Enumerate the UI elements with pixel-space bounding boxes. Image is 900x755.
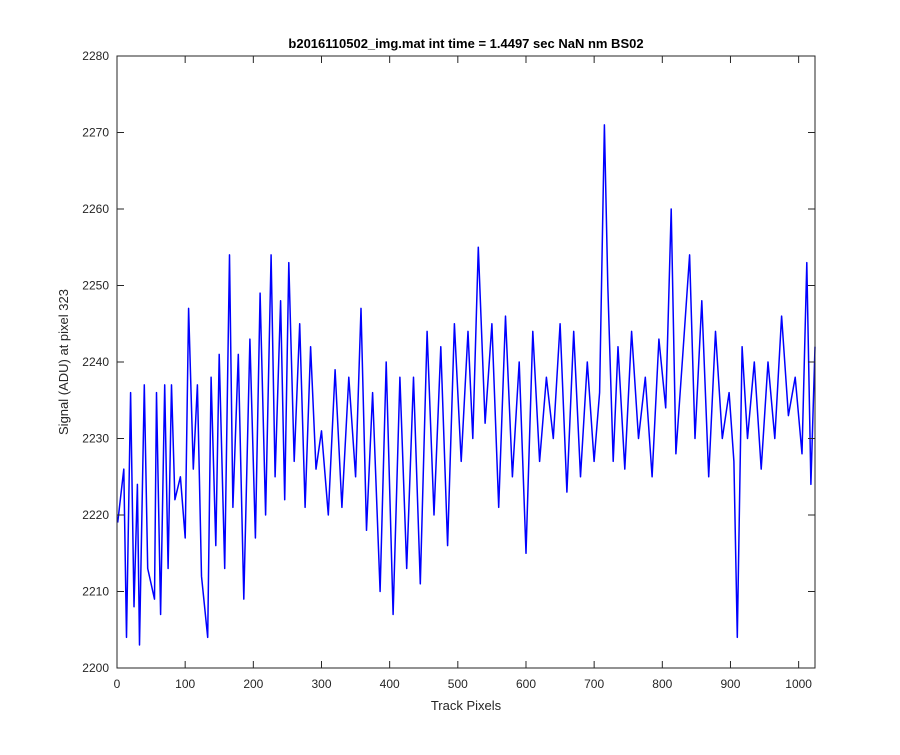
x-tick-label: 600 <box>516 677 536 691</box>
x-tick-label: 300 <box>311 677 331 691</box>
x-tick-label: 700 <box>584 677 604 691</box>
y-tick-label: 2280 <box>82 49 109 63</box>
y-tick-label: 2270 <box>82 126 109 140</box>
y-tick-label: 2200 <box>82 661 109 675</box>
x-axis-label: Track Pixels <box>431 698 502 713</box>
y-axis-label: Signal (ADU) at pixel 323 <box>56 289 71 435</box>
y-tick-label: 2220 <box>82 508 109 522</box>
x-axis-ticks: 0 100 200 300 400 500 600 700 800 900 1000 <box>114 56 812 691</box>
x-tick-label: 500 <box>448 677 468 691</box>
y-tick-label: 2230 <box>82 432 109 446</box>
x-tick-label: 900 <box>720 677 740 691</box>
series-line <box>116 124 816 646</box>
x-tick-label: 1000 <box>785 677 812 691</box>
y-tick-label: 2240 <box>82 355 109 369</box>
x-tick-label: 200 <box>243 677 263 691</box>
y-axis-ticks: 2200 2210 2220 2230 2240 2250 2260 2270 2280 <box>82 49 815 675</box>
x-tick-label: 0 <box>114 677 121 691</box>
y-tick-label: 2250 <box>82 279 109 293</box>
x-tick-label: 400 <box>380 677 400 691</box>
y-tick-label: 2260 <box>82 202 109 216</box>
x-tick-label: 800 <box>652 677 672 691</box>
y-tick-label: 2210 <box>82 585 109 599</box>
chart-title: b2016110502_img.mat int time = 1.4497 se… <box>288 36 643 51</box>
x-tick-label: 100 <box>175 677 195 691</box>
